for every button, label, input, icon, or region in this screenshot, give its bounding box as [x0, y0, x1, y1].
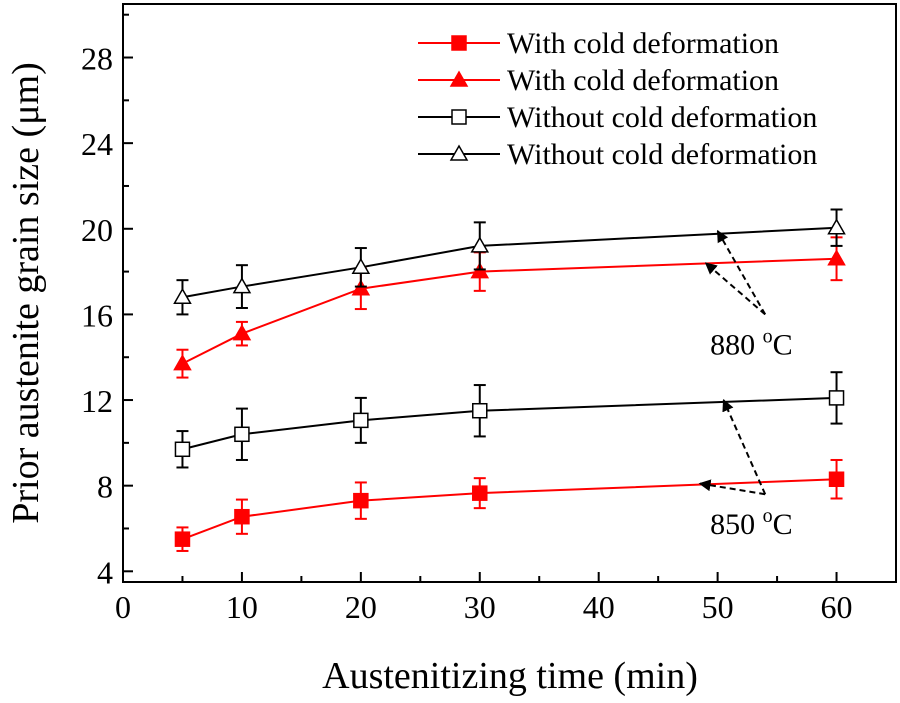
- y-tick-label: 8: [97, 469, 113, 505]
- data-point: [234, 508, 250, 525]
- data-point: [472, 485, 488, 501]
- data-point: [472, 402, 488, 419]
- legend-marker: [449, 144, 469, 161]
- legend-marker: [451, 109, 467, 125]
- legend-label: With cold deformation: [507, 27, 779, 60]
- degree-symbol: o: [763, 505, 773, 527]
- legend-marker: [449, 70, 469, 87]
- x-tick-label: 60: [821, 589, 853, 625]
- annotation-value: 880: [710, 328, 763, 361]
- annotation-arrow: [698, 479, 766, 496]
- series-1: [173, 236, 846, 379]
- data-point: [232, 324, 252, 341]
- series-0: [174, 458, 845, 552]
- y-tick-label: 24: [81, 126, 113, 162]
- annotation-label: 880 oC: [710, 325, 793, 361]
- data-point: [353, 492, 369, 509]
- annotation-value: 850: [710, 508, 763, 541]
- x-tick-label: 40: [583, 589, 615, 625]
- annotation-unit: C: [773, 508, 793, 541]
- data-point: [353, 412, 369, 429]
- x-tick-label: 10: [226, 589, 258, 625]
- y-tick-label: 4: [97, 554, 113, 590]
- data-point: [828, 390, 845, 406]
- x-tick-label: 20: [345, 589, 377, 625]
- y-axis-label: Prior austenite grain size (μm): [5, 62, 47, 523]
- data-point: [351, 279, 371, 296]
- x-axis-label: Austenitizing time (min): [322, 655, 698, 697]
- data-point: [173, 354, 192, 371]
- data-point: [470, 262, 490, 279]
- data-point: [232, 277, 252, 294]
- legend-marker: [451, 35, 467, 51]
- y-tick-label: 28: [81, 41, 113, 77]
- y-tick-label: 20: [81, 212, 113, 248]
- annotation-arrow: [704, 262, 766, 316]
- plot-frame: [122, 3, 897, 583]
- data-point: [351, 257, 371, 275]
- annotation-unit: C: [773, 328, 793, 361]
- data-point: [827, 249, 846, 266]
- data-point: [827, 218, 846, 235]
- annotation-arrow: [722, 398, 767, 495]
- x-tick-label: 30: [464, 589, 496, 625]
- y-tick-label: 12: [81, 383, 113, 419]
- series-line: [182, 396, 837, 451]
- data-point: [828, 471, 845, 487]
- degree-symbol: o: [763, 325, 773, 347]
- legend-label: Without cold deformation: [507, 138, 817, 171]
- data-point: [234, 426, 250, 443]
- data-point: [173, 287, 192, 305]
- legend-label: With cold deformation: [507, 64, 779, 97]
- x-tick-label: 0: [115, 589, 131, 625]
- legend-label: Without cold deformation: [507, 101, 817, 134]
- data-point: [470, 236, 490, 253]
- annotation-label: 850 oC: [710, 505, 793, 541]
- data-point: [174, 531, 191, 547]
- series-3: [173, 208, 846, 316]
- annotation-arrow: [716, 229, 767, 315]
- y-tick-label: 16: [81, 297, 113, 333]
- x-tick-label: 50: [702, 589, 734, 625]
- series-2: [174, 371, 845, 469]
- data-point: [174, 441, 191, 458]
